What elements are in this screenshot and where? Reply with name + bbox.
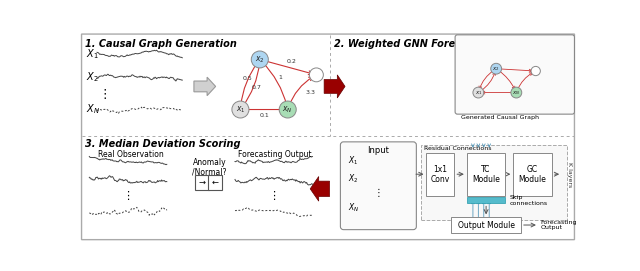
Text: 1: 1 bbox=[278, 75, 282, 80]
Text: $X_2$: $X_2$ bbox=[348, 173, 358, 185]
Circle shape bbox=[279, 101, 296, 118]
Text: ⋮: ⋮ bbox=[374, 188, 383, 198]
Circle shape bbox=[491, 63, 502, 74]
FancyBboxPatch shape bbox=[467, 153, 506, 196]
FancyBboxPatch shape bbox=[340, 142, 417, 230]
Polygon shape bbox=[194, 77, 216, 96]
Text: 1. Causal Graph Generation: 1. Causal Graph Generation bbox=[85, 39, 237, 49]
Text: Forecasting Output: Forecasting Output bbox=[239, 150, 312, 159]
Text: $x_N$: $x_N$ bbox=[512, 89, 520, 96]
FancyBboxPatch shape bbox=[513, 153, 552, 196]
FancyBboxPatch shape bbox=[81, 34, 575, 240]
Text: $X_2$: $X_2$ bbox=[86, 70, 99, 84]
Text: ⋮: ⋮ bbox=[268, 191, 279, 201]
Text: $x_2$: $x_2$ bbox=[492, 65, 500, 73]
Text: $X_N$: $X_N$ bbox=[86, 103, 100, 117]
Text: $x_1$: $x_1$ bbox=[236, 104, 245, 115]
Text: Forecasting
Output: Forecasting Output bbox=[540, 220, 577, 230]
Text: Real Observation: Real Observation bbox=[97, 150, 163, 159]
FancyBboxPatch shape bbox=[467, 197, 506, 204]
Text: Anomaly
/Normal?: Anomaly /Normal? bbox=[192, 157, 227, 177]
Text: 3.3: 3.3 bbox=[306, 90, 316, 95]
Text: $X_1$: $X_1$ bbox=[348, 155, 358, 167]
Text: 2. Weighted GNN Forecasting: 2. Weighted GNN Forecasting bbox=[334, 39, 495, 49]
FancyBboxPatch shape bbox=[426, 153, 454, 196]
Circle shape bbox=[531, 66, 540, 76]
Circle shape bbox=[309, 68, 323, 82]
Circle shape bbox=[473, 87, 484, 98]
Circle shape bbox=[252, 51, 268, 68]
Text: K layers: K layers bbox=[566, 162, 572, 187]
Text: ⋮: ⋮ bbox=[99, 88, 111, 101]
Text: 1x1
Conv: 1x1 Conv bbox=[431, 165, 450, 184]
Text: 3. Median Deviation Scoring: 3. Median Deviation Scoring bbox=[85, 139, 241, 149]
FancyBboxPatch shape bbox=[195, 175, 209, 190]
FancyBboxPatch shape bbox=[421, 145, 566, 220]
Text: Residual Connections: Residual Connections bbox=[424, 147, 492, 151]
Text: Input: Input bbox=[367, 147, 389, 156]
Text: TC
Module: TC Module bbox=[472, 165, 500, 184]
FancyBboxPatch shape bbox=[208, 175, 222, 190]
Text: Generated Causal Graph: Generated Causal Graph bbox=[461, 115, 540, 120]
Text: $x_2$: $x_2$ bbox=[255, 54, 264, 65]
Text: ⋮: ⋮ bbox=[122, 191, 134, 201]
Circle shape bbox=[232, 101, 249, 118]
Text: Output Module: Output Module bbox=[458, 221, 515, 230]
Text: Skip
connections: Skip connections bbox=[510, 195, 548, 206]
Text: GC
Module: GC Module bbox=[518, 165, 547, 184]
Polygon shape bbox=[310, 176, 330, 201]
Text: $x_1$: $x_1$ bbox=[475, 89, 482, 96]
Text: 0.2: 0.2 bbox=[287, 59, 296, 63]
Text: →: → bbox=[198, 178, 205, 187]
FancyBboxPatch shape bbox=[451, 217, 521, 233]
FancyBboxPatch shape bbox=[455, 35, 575, 114]
Text: 0.1: 0.1 bbox=[260, 113, 269, 118]
Text: ←: ← bbox=[211, 178, 218, 187]
Circle shape bbox=[511, 87, 522, 98]
Text: 0.7: 0.7 bbox=[252, 85, 262, 91]
Text: $X_N$: $X_N$ bbox=[348, 202, 360, 214]
Text: 0.5: 0.5 bbox=[243, 76, 252, 81]
Text: $x_N$: $x_N$ bbox=[282, 104, 293, 115]
Polygon shape bbox=[324, 75, 345, 98]
Text: $X_1$: $X_1$ bbox=[86, 47, 99, 61]
